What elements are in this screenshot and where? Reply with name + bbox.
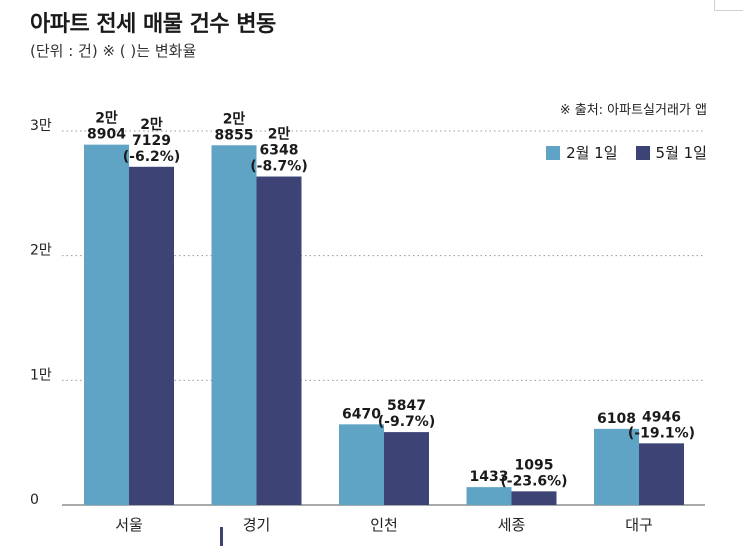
data-label: (-19.1%) xyxy=(628,425,695,441)
data-label: 2만 xyxy=(140,117,163,133)
source-note: ※ 출처: 아파트실거래가 앱 xyxy=(559,103,707,118)
data-label: 1095 xyxy=(515,457,554,473)
axis-marker xyxy=(220,527,223,546)
data-label: 7129 xyxy=(132,133,171,149)
data-label: 6108 xyxy=(597,411,636,427)
bar-feb xyxy=(466,487,512,505)
x-tick-label: 경기 xyxy=(243,516,271,534)
data-label: 8855 xyxy=(215,127,254,143)
legend: 2월 1일 5월 1일 xyxy=(536,142,707,163)
bar-may xyxy=(511,491,557,505)
y-tick-label: 1만 xyxy=(30,367,52,383)
data-label: 8904 xyxy=(87,127,126,143)
y-tick-label: 3만 xyxy=(30,118,52,134)
data-label: 1433 xyxy=(470,469,509,485)
data-label: 5847 xyxy=(387,398,426,414)
chart-subtitle: (단위 : 건) ※ ( )는 변화율 xyxy=(30,42,197,60)
legend-swatch-series1 xyxy=(546,145,561,160)
legend-item-series2: 5월 1일 xyxy=(635,142,707,163)
x-tick-label: 인천 xyxy=(370,516,398,534)
bar-feb xyxy=(84,144,129,506)
bar-feb xyxy=(339,424,384,505)
x-tick-label: 세종 xyxy=(498,516,526,534)
bar-may xyxy=(384,432,429,505)
data-label: 2만 xyxy=(223,111,246,127)
data-label: 6470 xyxy=(342,406,381,422)
bar-feb xyxy=(211,145,257,505)
data-label: (-9.7%) xyxy=(378,414,435,430)
legend-swatch-series2 xyxy=(635,145,650,160)
data-label: 2만 xyxy=(268,127,291,143)
chart-title: 아파트 전세 매물 건수 변동 xyxy=(30,12,276,37)
data-label: 2만 xyxy=(95,111,118,127)
bar-may xyxy=(256,176,302,505)
legend-label-series2: 5월 1일 xyxy=(655,144,707,162)
data-label: 4946 xyxy=(642,409,681,425)
x-tick-label: 서울 xyxy=(115,516,143,534)
legend-label-series1: 2월 1일 xyxy=(566,144,618,162)
legend-item-series1: 2월 1일 xyxy=(546,142,618,163)
corner-decoration xyxy=(714,0,743,11)
bar-may xyxy=(639,443,684,505)
y-tick-label: 0 xyxy=(30,492,39,508)
y-tick-label: 2만 xyxy=(30,243,52,259)
bar-may xyxy=(129,166,174,505)
data-label: 6348 xyxy=(260,143,299,159)
data-label: (-8.7%) xyxy=(250,159,307,175)
x-tick-label: 대구 xyxy=(625,516,653,534)
data-label: (-6.2%) xyxy=(123,149,180,165)
bar-feb xyxy=(594,428,639,505)
data-label: (-23.6%) xyxy=(500,473,567,489)
